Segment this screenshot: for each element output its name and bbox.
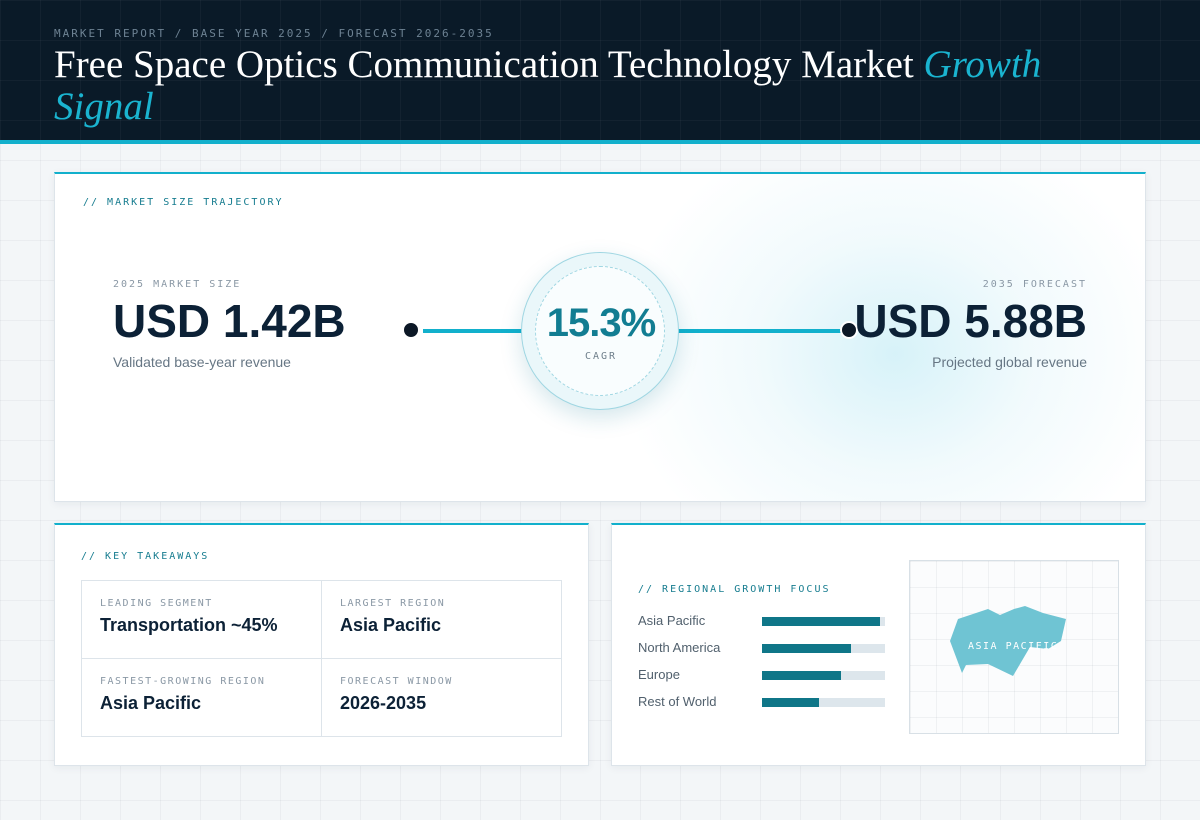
takeaway-value: Transportation ~45% xyxy=(100,615,278,635)
end-label: 2035 FORECAST xyxy=(982,279,1087,290)
region-bar-fill xyxy=(762,671,841,680)
end-caption: Projected global revenue xyxy=(932,354,1087,370)
title-main: Free Space Optics Communication Technolo… xyxy=(54,43,924,86)
asia-pacific-map-shape xyxy=(950,606,1066,676)
takeaway-forecast-window: FORECAST WINDOW 2026-2035 xyxy=(322,659,562,737)
background-glow xyxy=(615,174,1145,501)
regional-growth-card: // REGIONAL GROWTH FOCUS Asia Pacific Nor… xyxy=(611,523,1146,766)
takeaway-largest-region: LARGEST REGION Asia Pacific xyxy=(322,581,562,659)
end-dot xyxy=(840,321,858,339)
end-value: USD 5.88B xyxy=(854,295,1087,347)
takeaways-grid: LEADING SEGMENT Transportation ~45% LARG… xyxy=(81,580,562,737)
takeaway-key: FORECAST WINDOW xyxy=(340,676,453,687)
region-map: ASIA PACIFIC xyxy=(909,560,1119,734)
cagr-value: 15.3% xyxy=(546,301,656,345)
takeaway-leading-segment: LEADING SEGMENT Transportation ~45% xyxy=(82,581,322,659)
cagr-label: CAGR xyxy=(584,351,618,362)
takeaway-key: LARGEST REGION xyxy=(340,598,446,609)
takeaway-value: 2026-2035 xyxy=(340,693,427,713)
region-bar-track xyxy=(762,617,885,626)
header-banner: MARKET REPORT / BASE YEAR 2025 / FORECAS… xyxy=(0,0,1200,144)
start-label: 2025 MARKET SIZE xyxy=(113,279,242,290)
region-bar-track xyxy=(762,644,885,653)
takeaway-value: Asia Pacific xyxy=(100,693,202,713)
start-caption: Validated base-year revenue xyxy=(113,354,291,370)
cagr-badge: 15.3% CAGR xyxy=(521,252,679,410)
cagr-inner-ring: 15.3% CAGR xyxy=(535,266,665,396)
region-bar-fill xyxy=(762,617,881,626)
region-bar-row: Europe xyxy=(638,665,886,685)
takeaway-fastest-growing-region: FASTEST-GROWING REGION Asia Pacific xyxy=(82,659,322,737)
key-takeaways-card: // KEY TAKEAWAYS LEADING SEGMENT Transpo… xyxy=(54,523,589,766)
region-name: Europe xyxy=(638,667,680,682)
region-bar-row: Asia Pacific xyxy=(638,611,886,631)
region-bar-fill xyxy=(762,698,819,707)
region-bar-row: North America xyxy=(638,638,886,658)
region-name: North America xyxy=(638,640,721,655)
takeaways-section-label: // KEY TAKEAWAYS xyxy=(81,551,210,562)
region-bar-row: Rest of World xyxy=(638,692,886,712)
title-accent: Growth Signal xyxy=(54,43,1042,128)
region-bar-fill xyxy=(762,644,851,653)
map-region-label: ASIA PACIFIC xyxy=(968,641,1059,652)
takeaway-value: Asia Pacific xyxy=(340,615,442,635)
grid-divider-horizontal xyxy=(82,658,561,659)
region-bar-track xyxy=(762,671,885,680)
start-value: USD 1.42B xyxy=(113,295,346,347)
takeaway-key: LEADING SEGMENT xyxy=(100,598,213,609)
region-name: Asia Pacific xyxy=(638,613,706,628)
report-eyebrow: MARKET REPORT / BASE YEAR 2025 / FORECAS… xyxy=(54,27,494,40)
start-dot xyxy=(402,321,420,339)
takeaway-key: FASTEST-GROWING REGION xyxy=(100,676,266,687)
region-name: Rest of World xyxy=(638,694,717,709)
page-title: Free Space Optics Communication Technolo… xyxy=(54,44,1114,128)
trajectory-section-label: // MARKET SIZE TRAJECTORY xyxy=(83,197,284,208)
market-trajectory-card: // MARKET SIZE TRAJECTORY 2025 MARKET SI… xyxy=(54,172,1146,502)
region-bar-track xyxy=(762,698,885,707)
regional-section-label: // REGIONAL GROWTH FOCUS xyxy=(638,584,831,595)
